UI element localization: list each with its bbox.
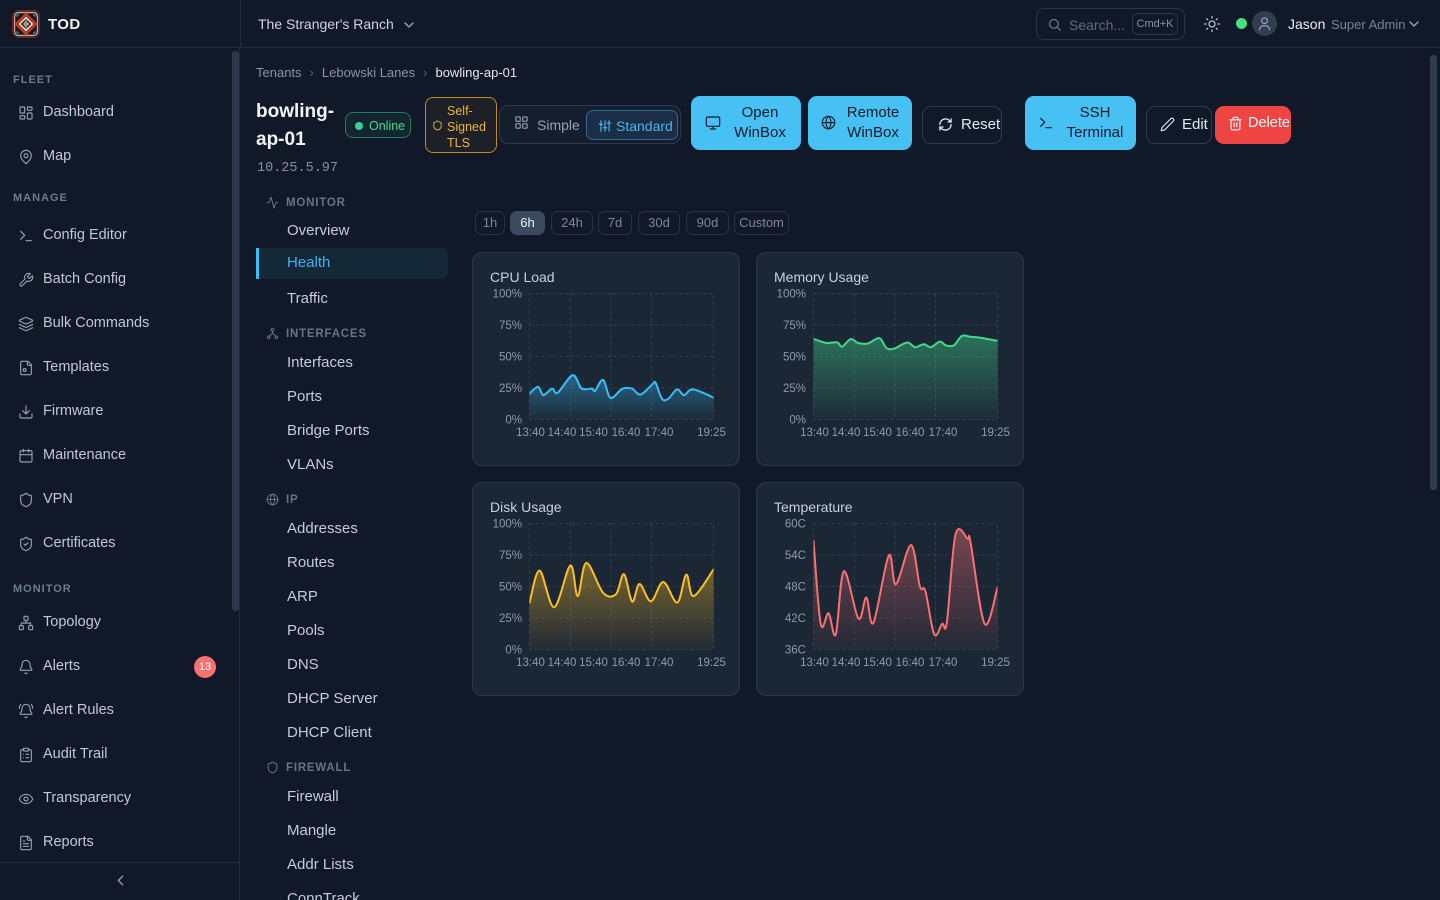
svg-text:19:25: 19:25 [981,427,1010,439]
svg-text:25%: 25% [783,383,806,395]
svg-text:17:40: 17:40 [645,427,674,439]
svg-text:100%: 100% [493,289,522,301]
svg-text:17:40: 17:40 [645,657,674,669]
svg-text:16:40: 16:40 [896,427,925,439]
svg-text:16:40: 16:40 [896,657,925,669]
svg-text:36C: 36C [785,645,806,657]
svg-text:17:40: 17:40 [929,427,958,439]
svg-text:0%: 0% [789,415,806,427]
svg-text:48C: 48C [785,582,806,594]
svg-text:13:40: 13:40 [800,657,829,669]
svg-text:15:40: 15:40 [863,657,892,669]
svg-text:54C: 54C [785,550,806,562]
svg-text:13:40: 13:40 [516,657,545,669]
svg-text:75%: 75% [783,320,806,332]
svg-text:16:40: 16:40 [612,427,641,439]
svg-text:14:40: 14:40 [548,427,577,439]
svg-text:0%: 0% [505,415,522,427]
svg-text:75%: 75% [499,320,522,332]
svg-text:19:25: 19:25 [697,657,726,669]
svg-text:17:40: 17:40 [929,657,958,669]
svg-text:14:40: 14:40 [832,657,861,669]
svg-text:19:25: 19:25 [697,427,726,439]
svg-text:19:25: 19:25 [981,657,1010,669]
svg-text:0%: 0% [505,645,522,657]
svg-text:50%: 50% [499,582,522,594]
svg-text:100%: 100% [777,289,806,301]
svg-text:25%: 25% [499,383,522,395]
svg-text:14:40: 14:40 [548,657,577,669]
svg-text:13:40: 13:40 [800,427,829,439]
svg-text:15:40: 15:40 [863,427,892,439]
svg-text:42C: 42C [785,613,806,625]
svg-text:15:40: 15:40 [579,427,608,439]
svg-text:14:40: 14:40 [832,427,861,439]
svg-text:50%: 50% [783,352,806,364]
svg-text:15:40: 15:40 [579,657,608,669]
svg-text:60C: 60C [785,519,806,531]
svg-text:50%: 50% [499,352,522,364]
svg-text:25%: 25% [499,613,522,625]
svg-text:16:40: 16:40 [612,657,641,669]
svg-text:13:40: 13:40 [516,427,545,439]
svg-text:75%: 75% [499,550,522,562]
svg-text:100%: 100% [493,519,522,531]
